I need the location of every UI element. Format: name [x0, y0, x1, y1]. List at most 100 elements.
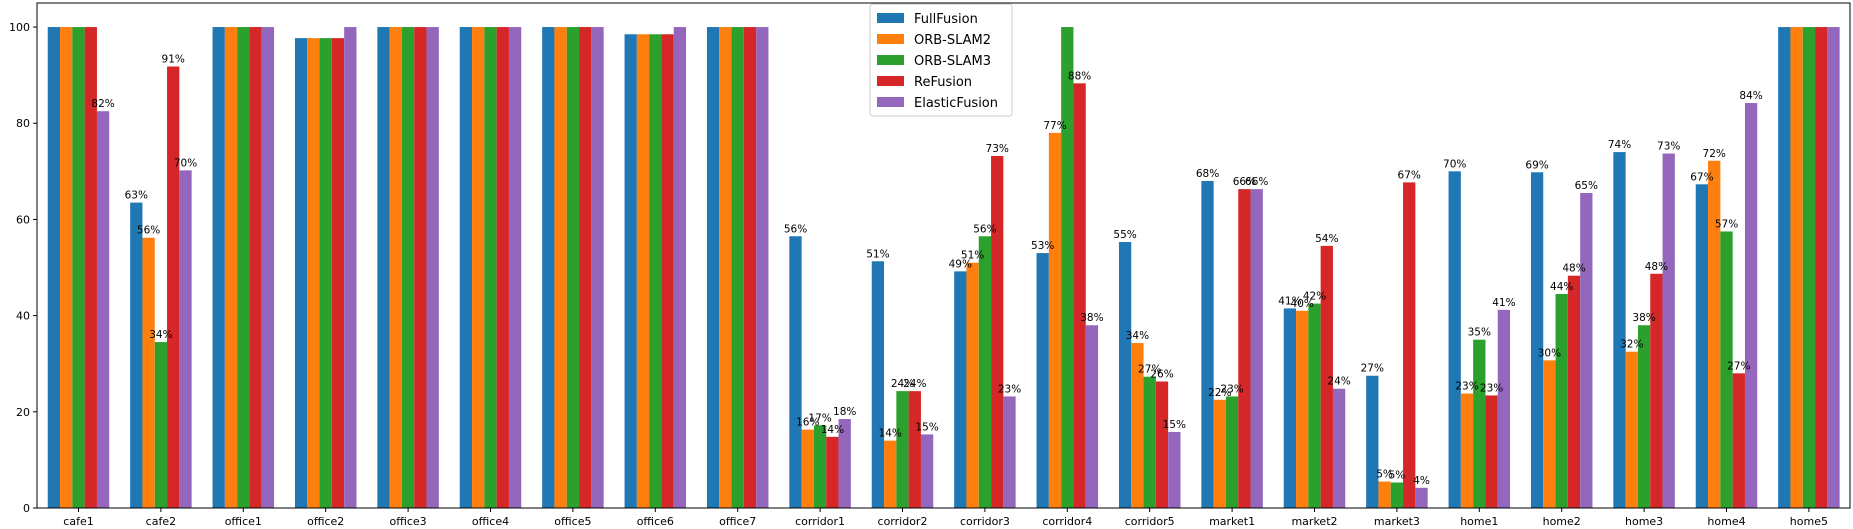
- bar-orb-slam2-office2: [307, 38, 320, 508]
- x-tick-label: market2: [1291, 515, 1337, 528]
- bar-refusion-cafe1: [84, 27, 97, 509]
- bar-value-label: 23%: [1455, 381, 1478, 393]
- bar-elasticfusion-office7: [756, 27, 769, 509]
- bar-orb-slam2-office4: [472, 27, 485, 509]
- bar-elasticfusion-corridor5: [1168, 432, 1181, 508]
- bar-refusion-corridor1: [826, 436, 839, 508]
- bar-orb-slam3-office3: [401, 27, 415, 509]
- bar-value-label: 70%: [174, 157, 197, 169]
- bar-value-label: 67%: [1398, 169, 1421, 181]
- bar-labels-layer: 63%56%51%49%53%55%68%41%27%70% 69%74%67%5…: [91, 53, 1762, 486]
- bar-value-label: 34%: [1126, 330, 1149, 342]
- bar-value-label: 55%: [1113, 229, 1136, 241]
- bar-orb-slam3-home3: [1637, 325, 1651, 508]
- bar-refusion-office1: [249, 27, 262, 509]
- bar-orb-slam2-market2: [1296, 310, 1309, 508]
- bar-value-label: 4%: [1413, 475, 1430, 487]
- bar-refusion-home2: [1567, 275, 1581, 508]
- x-tick-label: office7: [719, 515, 756, 528]
- bar-refusion-cafe2: [167, 66, 180, 508]
- x-tick-label: office5: [554, 515, 591, 528]
- legend-swatch-orb-slam2: [877, 34, 904, 44]
- bar-value-label: 32%: [1620, 339, 1643, 351]
- bar-elasticfusion-office6: [673, 27, 687, 509]
- bar-refusion-corridor5: [1155, 381, 1169, 508]
- bar-value-label: 63%: [125, 190, 148, 202]
- bar-value-label: 44%: [1550, 281, 1573, 293]
- bar-value-label: 27%: [1727, 360, 1750, 372]
- bar-value-label: 38%: [1632, 312, 1655, 324]
- bar-value-label: 35%: [1468, 327, 1491, 339]
- bar-orb-slam2-home2: [1543, 360, 1556, 508]
- bar-orb-slam2-corridor2: [884, 440, 897, 508]
- bar-fullfusion-home5: [1778, 27, 1791, 509]
- bar-orb-slam3-home1: [1473, 339, 1486, 508]
- bar-fullfusion-office5: [542, 27, 555, 509]
- bar-fullfusion-corridor4: [1036, 253, 1049, 508]
- bar-value-label: 24%: [1327, 376, 1350, 388]
- bar-value-label: 40%: [1291, 298, 1314, 310]
- bar-value-label: 72%: [1703, 148, 1726, 160]
- bar-orb-slam3-home5: [1802, 27, 1816, 509]
- bar-refusion-corridor2: [908, 391, 921, 508]
- bar-orb-slam2-cafe1: [60, 27, 73, 509]
- bar-elasticfusion-home5: [1827, 27, 1840, 509]
- bar-value-label: 24%: [891, 378, 914, 390]
- bar-orb-slam2-corridor5: [1131, 343, 1144, 508]
- bar-value-label: 82%: [91, 98, 114, 110]
- bar-refusion-office7: [743, 27, 757, 509]
- bar-fullfusion-office4: [459, 27, 473, 509]
- y-tick-label: 20: [16, 406, 30, 419]
- bar-fullfusion-corridor1: [789, 236, 802, 508]
- bar-refusion-office2: [331, 38, 345, 508]
- bar-orb-slam2-cafe2: [142, 237, 155, 508]
- bar-value-label: 34%: [149, 329, 172, 341]
- x-tick-label: corridor2: [878, 515, 928, 528]
- bar-value-label: 23%: [1480, 382, 1503, 394]
- bar-value-label: 91%: [162, 53, 185, 65]
- bar-orb-slam3-office4: [484, 27, 497, 509]
- bar-orb-slam2-office6: [636, 34, 650, 509]
- bar-refusion-market1: [1238, 189, 1251, 508]
- y-tick-label: 40: [16, 310, 30, 323]
- bar-elasticfusion-home1: [1497, 309, 1511, 508]
- bar-orb-slam3-corridor5: [1143, 376, 1156, 508]
- bar-refusion-office3: [414, 27, 427, 509]
- bar-orb-slam2-corridor4: [1048, 132, 1062, 508]
- bar-orb-slam2-office3: [389, 27, 402, 509]
- bar-refusion-home4: [1732, 373, 1745, 508]
- bar-elasticfusion-corridor3: [1003, 396, 1016, 508]
- bar-value-label: 18%: [833, 406, 856, 418]
- bar-value-label: 68%: [1196, 168, 1219, 180]
- bar-value-label: 5%: [1376, 469, 1393, 481]
- x-tick-label: corridor3: [960, 515, 1010, 528]
- bar-refusion-office5: [579, 27, 592, 509]
- bar-value-label: 17%: [808, 412, 831, 424]
- bar-orb-slam3-office6: [649, 34, 662, 509]
- bar-fullfusion-market3: [1366, 375, 1379, 508]
- bar-elasticfusion-office2: [344, 27, 357, 509]
- bar-fullfusion-corridor3: [954, 271, 967, 508]
- bar-value-label: 14%: [821, 424, 844, 436]
- bar-value-label: 70%: [1443, 158, 1466, 170]
- x-tick-label: office3: [390, 515, 427, 528]
- bar-elasticfusion-market2: [1332, 388, 1346, 508]
- bar-value-label: 56%: [973, 223, 996, 235]
- bar-fullfusion-cafe2: [130, 202, 143, 508]
- bar-value-label: 48%: [1562, 263, 1585, 275]
- bar-value-label: 51%: [866, 248, 889, 260]
- bar-refusion-market3: [1403, 182, 1416, 508]
- x-tick-label: home2: [1543, 515, 1581, 528]
- legend-label: ORB-SLAM2: [914, 33, 991, 48]
- bar-refusion-home3: [1650, 273, 1663, 508]
- bar-fullfusion-home2: [1530, 172, 1544, 509]
- bar-value-label: 65%: [1575, 180, 1598, 192]
- bar-orb-slam3-corridor3: [978, 236, 992, 508]
- bar-value-label: 69%: [1525, 159, 1548, 171]
- bar-fullfusion-office3: [377, 27, 390, 509]
- bar-value-label: 77%: [1043, 120, 1066, 132]
- x-tick-label: home4: [1707, 515, 1745, 528]
- bar-value-label: 16%: [796, 417, 819, 429]
- x-tick-label: office4: [472, 515, 509, 528]
- bar-refusion-home5: [1815, 27, 1828, 509]
